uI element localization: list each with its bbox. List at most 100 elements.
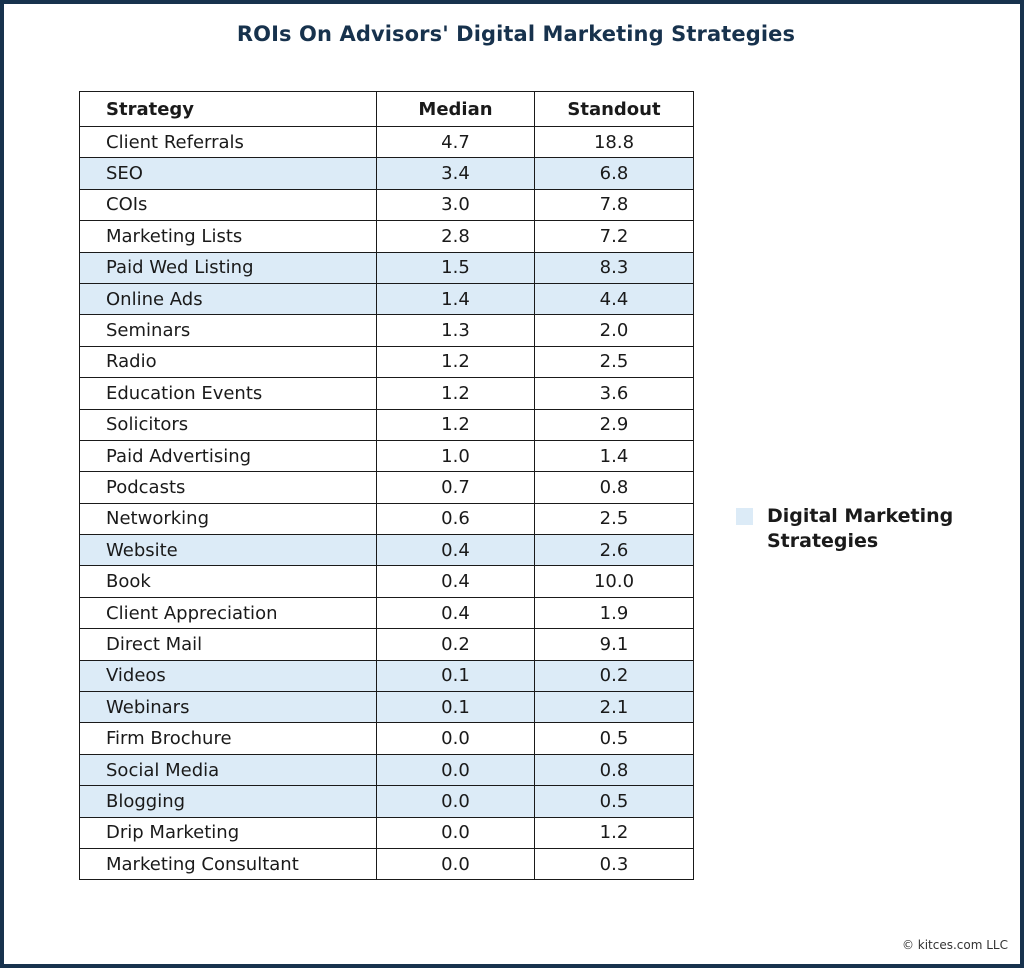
- cell-standout: 1.4: [534, 439, 694, 473]
- cell-strategy: Firm Brochure: [79, 722, 377, 755]
- cell-median: 0.0: [376, 847, 535, 881]
- cell-standout: 2.6: [534, 534, 694, 567]
- table-row: Marketing Lists 2.8 7.2: [79, 220, 694, 253]
- table-row: Webinars 0.1 2.1: [79, 691, 694, 724]
- column-header-median: Median: [376, 91, 535, 127]
- table-row: Website 0.4 2.6: [79, 534, 694, 567]
- cell-median: 0.6: [376, 502, 535, 536]
- cell-standout: 4.4: [534, 282, 694, 316]
- table-row: Podcasts 0.7 0.8: [79, 471, 694, 504]
- cell-median: 0.4: [376, 534, 535, 567]
- cell-median: 4.7: [376, 125, 535, 159]
- cell-median: 0.0: [376, 722, 535, 755]
- table-row: Online Ads 1.4 4.4: [79, 282, 694, 316]
- cell-standout: 2.5: [534, 345, 694, 379]
- cell-standout: 0.8: [534, 753, 694, 787]
- cell-standout: 7.8: [534, 188, 694, 222]
- cell-strategy: Education Events: [79, 377, 377, 410]
- cell-strategy: Client Referrals: [79, 125, 377, 159]
- cell-strategy: COIs: [79, 188, 377, 222]
- table-row: Drip Marketing 0.0 1.2: [79, 816, 694, 849]
- table-row: Education Events 1.2 3.6: [79, 377, 694, 410]
- cell-standout: 2.1: [534, 691, 694, 724]
- cell-standout: 0.3: [534, 847, 694, 881]
- table-row: Blogging 0.0 0.5: [79, 785, 694, 818]
- cell-standout: 10.0: [534, 565, 694, 598]
- cell-median: 1.0: [376, 439, 535, 473]
- cell-median: 1.4: [376, 282, 535, 316]
- cell-median: 1.3: [376, 314, 535, 347]
- cell-median: 0.0: [376, 816, 535, 849]
- roi-table: Strategy Median Standout Client Referral…: [79, 91, 694, 881]
- cell-strategy: Online Ads: [79, 282, 377, 316]
- table-row: Seminars 1.3 2.0: [79, 314, 694, 347]
- cell-median: 0.0: [376, 785, 535, 818]
- cell-strategy: Social Media: [79, 753, 377, 787]
- cell-median: 1.2: [376, 377, 535, 410]
- cell-strategy: Drip Marketing: [79, 816, 377, 849]
- cell-standout: 6.8: [534, 157, 694, 190]
- column-header-strategy: Strategy: [79, 91, 377, 127]
- cell-strategy: Networking: [79, 502, 377, 536]
- table-header-row: Strategy Median Standout: [79, 91, 694, 127]
- table-row: Client Referrals 4.7 18.8: [79, 125, 694, 159]
- table-row: Marketing Consultant 0.0 0.3: [79, 847, 694, 881]
- cell-median: 0.1: [376, 659, 535, 693]
- table-row: Paid Wed Listing 1.5 8.3: [79, 251, 694, 284]
- legend-label: Digital Marketing Strategies: [767, 505, 954, 552]
- cell-standout: 3.6: [534, 377, 694, 410]
- cell-strategy: Direct Mail: [79, 628, 377, 661]
- table-row: COIs 3.0 7.8: [79, 188, 694, 222]
- table-row: Direct Mail 0.2 9.1: [79, 628, 694, 661]
- column-header-standout: Standout: [534, 91, 694, 127]
- cell-standout: 1.9: [534, 596, 694, 630]
- table-row: Videos 0.1 0.2: [79, 659, 694, 693]
- cell-standout: 2.5: [534, 502, 694, 536]
- cell-strategy: Solicitors: [79, 408, 377, 441]
- cell-strategy: Blogging: [79, 785, 377, 818]
- cell-median: 0.4: [376, 565, 535, 598]
- cell-median: 0.1: [376, 691, 535, 724]
- table-row: Firm Brochure 0.0 0.5: [79, 722, 694, 755]
- cell-strategy: Radio: [79, 345, 377, 379]
- cell-standout: 9.1: [534, 628, 694, 661]
- table-row: Radio 1.2 2.5: [79, 345, 694, 379]
- cell-strategy: Paid Wed Listing: [79, 251, 377, 284]
- copyright-notice: © kitces.com LLC: [901, 938, 1008, 952]
- table-row: SEO 3.4 6.8: [79, 157, 694, 190]
- cell-standout: 1.2: [534, 816, 694, 849]
- table-row: Book 0.4 10.0: [79, 565, 694, 598]
- cell-standout: 18.8: [534, 125, 694, 159]
- cell-strategy: Podcasts: [79, 471, 377, 504]
- cell-median: 0.2: [376, 628, 535, 661]
- cell-strategy: Book: [79, 565, 377, 598]
- table-row: Paid Advertising 1.0 1.4: [79, 439, 694, 473]
- cell-median: 3.0: [376, 188, 535, 222]
- cell-standout: 2.0: [534, 314, 694, 347]
- cell-standout: 7.2: [534, 220, 694, 253]
- cell-strategy: Videos: [79, 659, 377, 693]
- chart-title: ROIs On Advisors' Digital Marketing Stra…: [236, 22, 796, 46]
- table-row: Social Media 0.0 0.8: [79, 753, 694, 787]
- cell-standout: 2.9: [534, 408, 694, 441]
- cell-median: 1.5: [376, 251, 535, 284]
- cell-standout: 0.2: [534, 659, 694, 693]
- cell-median: 1.2: [376, 408, 535, 441]
- cell-standout: 8.3: [534, 251, 694, 284]
- cell-strategy: Paid Advertising: [79, 439, 377, 473]
- cell-median: 0.7: [376, 471, 535, 504]
- cell-strategy: Webinars: [79, 691, 377, 724]
- table-row: Solicitors 1.2 2.9: [79, 408, 694, 441]
- cell-median: 1.2: [376, 345, 535, 379]
- cell-median: 0.0: [376, 753, 535, 787]
- cell-standout: 0.8: [534, 471, 694, 504]
- cell-strategy: Seminars: [79, 314, 377, 347]
- cell-strategy: Client Appreciation: [79, 596, 377, 630]
- cell-median: 0.4: [376, 596, 535, 630]
- cell-standout: 0.5: [534, 785, 694, 818]
- cell-strategy: Marketing Consultant: [79, 847, 377, 881]
- cell-standout: 0.5: [534, 722, 694, 755]
- cell-strategy: Marketing Lists: [79, 220, 377, 253]
- table-body: Client Referrals 4.7 18.8 SEO 3.4 6.8 COIs 3.0 7…: [79, 125, 694, 881]
